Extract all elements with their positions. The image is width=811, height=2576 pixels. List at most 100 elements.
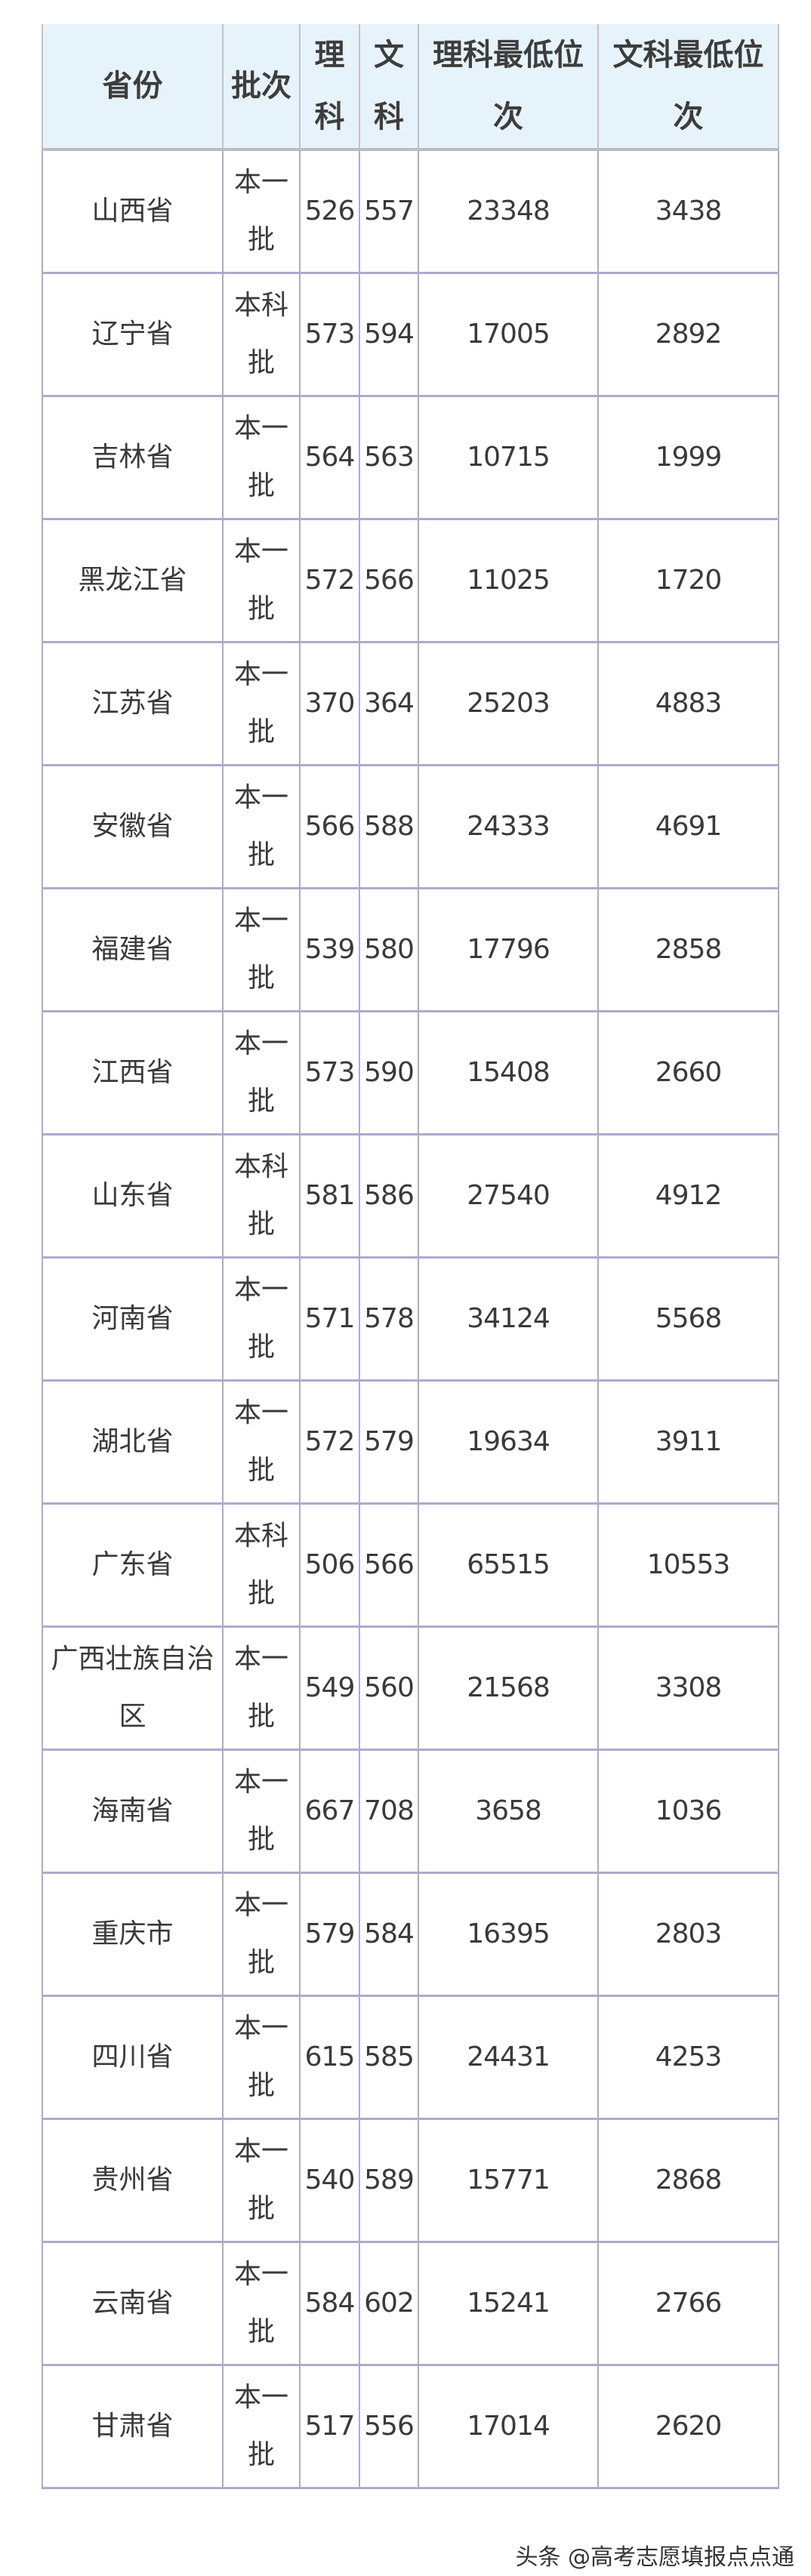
cell-province: 福建省	[42, 887, 224, 1012]
cell-arts-min-rank: 2620	[597, 2364, 779, 2489]
table-row: 山西省 本一批 526 557 23348 3438	[42, 148, 779, 274]
cell-science-min-rank: 23348	[418, 148, 599, 274]
cell-science-min-rank: 15241	[418, 2241, 599, 2366]
cell-province: 山西省	[42, 148, 224, 274]
cell-batch: 本一批	[222, 1625, 301, 1751]
cell-science-score: 573	[299, 1010, 360, 1135]
cell-batch: 本一批	[222, 2118, 301, 2243]
table-row: 江西省 本一批 573 590 15408 2660	[42, 1010, 779, 1135]
table-row: 安徽省 本一批 566 588 24333 4691	[42, 764, 779, 889]
cell-province: 甘肃省	[42, 2364, 224, 2489]
cell-province: 四川省	[42, 1995, 224, 2120]
header-province: 省份	[42, 24, 224, 151]
cell-arts-min-rank: 3308	[597, 1625, 779, 1751]
cell-arts-min-rank: 4253	[597, 1995, 779, 2120]
table-row: 重庆市 本一批 579 584 16395 2803	[42, 1872, 779, 1997]
table-row: 广西壮族自治区 本一批 549 560 21568 3308	[42, 1625, 779, 1751]
cell-science-score: 370	[299, 641, 360, 766]
cell-arts-score: 594	[359, 272, 419, 397]
table-row: 吉林省 本一批 564 563 10715 1999	[42, 395, 779, 520]
cell-batch: 本一批	[222, 395, 301, 520]
cell-arts-min-rank: 2803	[597, 1872, 779, 1997]
cell-arts-score: 589	[359, 2118, 419, 2243]
watermark: 头条 @高考志愿填报点点通	[515, 2544, 794, 2571]
cell-arts-min-rank: 1036	[597, 1749, 779, 1874]
cell-science-score: 571	[299, 1256, 360, 1382]
cell-batch: 本一批	[222, 1010, 301, 1135]
table-row: 广东省 本科批 506 566 65515 10553	[42, 1502, 779, 1628]
cell-science-min-rank: 15771	[418, 2118, 599, 2243]
cell-science-score: 517	[299, 2364, 360, 2489]
cell-arts-score: 566	[359, 518, 419, 643]
cell-science-min-rank: 3658	[418, 1749, 599, 1874]
cell-science-score: 572	[299, 518, 360, 643]
cell-science-min-rank: 21568	[418, 1625, 599, 1751]
cell-province: 贵州省	[42, 2118, 224, 2243]
cell-arts-min-rank: 5568	[597, 1256, 779, 1382]
cell-science-score: 572	[299, 1379, 360, 1505]
cell-science-score: 579	[299, 1872, 360, 1997]
table-row: 河南省 本一批 571 578 34124 5568	[42, 1256, 779, 1382]
cell-science-min-rank: 27540	[418, 1133, 599, 1259]
cell-province: 山东省	[42, 1133, 224, 1259]
cell-science-min-rank: 17005	[418, 272, 599, 397]
cell-science-min-rank: 25203	[418, 641, 599, 766]
table-row: 云南省 本一批 584 602 15241 2766	[42, 2241, 779, 2366]
cell-science-min-rank: 65515	[418, 1502, 599, 1628]
cell-province: 广东省	[42, 1502, 224, 1628]
cell-arts-min-rank: 2858	[597, 887, 779, 1012]
cell-arts-score: 364	[359, 641, 419, 766]
header-arts-score: 文科	[359, 24, 419, 151]
cell-arts-min-rank: 3911	[597, 1379, 779, 1505]
cell-science-min-rank: 17014	[418, 2364, 599, 2489]
cell-science-score: 539	[299, 887, 360, 1012]
cell-science-score: 667	[299, 1749, 360, 1874]
table-row: 黑龙江省 本一批 572 566 11025 1720	[42, 518, 779, 643]
cell-science-score: 566	[299, 764, 360, 889]
cell-batch: 本科批	[222, 1133, 301, 1259]
cell-province: 江苏省	[42, 641, 224, 766]
cell-arts-score: 578	[359, 1256, 419, 1382]
cell-science-score: 584	[299, 2241, 360, 2366]
cell-arts-min-rank: 2766	[597, 2241, 779, 2366]
cell-science-min-rank: 11025	[418, 518, 599, 643]
cell-province: 海南省	[42, 1749, 224, 1874]
cell-science-score: 615	[299, 1995, 360, 2120]
table-row: 贵州省 本一批 540 589 15771 2868	[42, 2118, 779, 2243]
table-row: 四川省 本一批 615 585 24431 4253	[42, 1995, 779, 2120]
table-row: 山东省 本科批 581 586 27540 4912	[42, 1133, 779, 1259]
cell-batch: 本一批	[222, 1872, 301, 1997]
cell-arts-score: 580	[359, 887, 419, 1012]
cell-arts-score: 579	[359, 1379, 419, 1505]
table-row: 辽宁省 本科批 573 594 17005 2892	[42, 272, 779, 397]
cell-science-score: 573	[299, 272, 360, 397]
cell-arts-min-rank: 1999	[597, 395, 779, 520]
cell-province: 重庆市	[42, 1872, 224, 1997]
cell-batch: 本一批	[222, 1995, 301, 2120]
cell-province: 安徽省	[42, 764, 224, 889]
cell-arts-score: 586	[359, 1133, 419, 1259]
cell-arts-min-rank: 3438	[597, 148, 779, 274]
table-row: 甘肃省 本一批 517 556 17014 2620	[42, 2364, 779, 2489]
header-science-score: 理科	[299, 24, 360, 151]
cell-arts-score: 563	[359, 395, 419, 520]
cell-science-score: 581	[299, 1133, 360, 1259]
cell-science-min-rank: 17796	[418, 887, 599, 1012]
cell-province: 河南省	[42, 1256, 224, 1382]
cell-science-min-rank: 19634	[418, 1379, 599, 1505]
cell-science-score: 549	[299, 1625, 360, 1751]
table-header: 省份 批次 理科 文科 理科最低位次 文科最低位次	[42, 24, 779, 151]
cell-science-score: 564	[299, 395, 360, 520]
cell-batch: 本一批	[222, 887, 301, 1012]
cell-batch: 本一批	[222, 1379, 301, 1505]
cell-batch: 本一批	[222, 518, 301, 643]
cell-science-min-rank: 15408	[418, 1010, 599, 1135]
table-body: 山西省 本一批 526 557 23348 3438 辽宁省 本科批 573 594 17005 28…	[42, 148, 779, 2489]
table-row: 江苏省 本一批 370 364 25203 4883	[42, 641, 779, 766]
cell-science-min-rank: 24431	[418, 1995, 599, 2120]
cell-province: 吉林省	[42, 395, 224, 520]
header-batch: 批次	[222, 24, 301, 151]
cell-arts-score: 588	[359, 764, 419, 889]
cell-arts-min-rank: 4912	[597, 1133, 779, 1259]
cell-batch: 本一批	[222, 2364, 301, 2489]
